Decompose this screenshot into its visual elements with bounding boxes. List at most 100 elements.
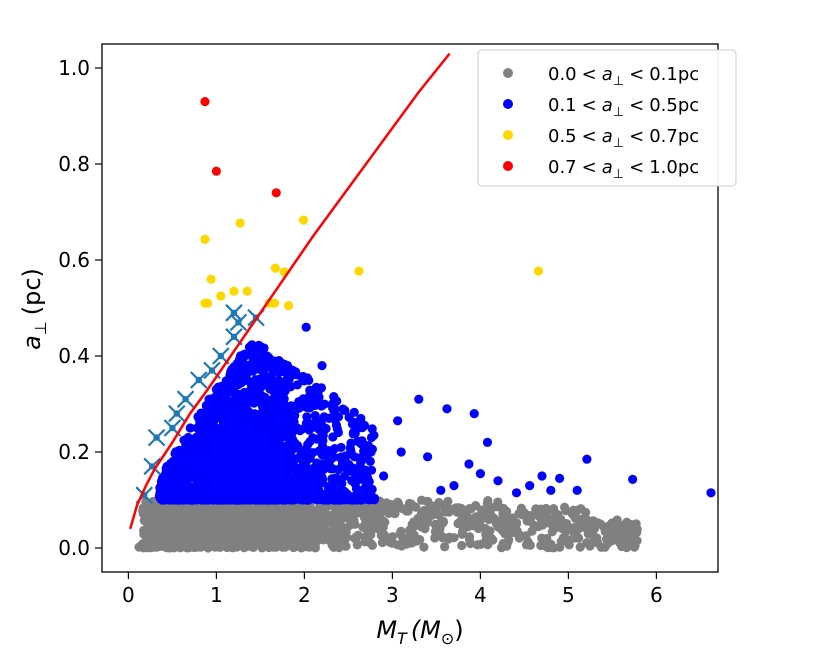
- gray-point: [173, 540, 183, 551]
- gray-point: [179, 527, 189, 538]
- blue-point: [336, 442, 346, 453]
- gray-point: [157, 525, 168, 535]
- gold-point: [200, 234, 210, 244]
- blue-point: [360, 472, 370, 483]
- gray-point: [504, 535, 514, 545]
- blue-point: [290, 410, 300, 421]
- blue-point: [207, 486, 217, 496]
- gray-point: [332, 526, 342, 536]
- legend-label-gray: 0.0 < a⊥ <0.1pc: [548, 64, 699, 89]
- gray-point: [550, 523, 560, 533]
- blue-point: [243, 348, 253, 358]
- blue-points-layer: [154, 322, 716, 505]
- gold-point: [354, 266, 364, 276]
- gray-point: [171, 505, 181, 515]
- gray-point: [266, 518, 276, 529]
- gray-point: [624, 524, 635, 535]
- blue-point: [274, 384, 285, 394]
- x-tick-label: 4: [474, 583, 487, 607]
- blue-point: [295, 426, 305, 436]
- blue-point: [179, 494, 189, 505]
- blue-point: [317, 361, 327, 371]
- cross-marker-center: [230, 333, 238, 340]
- gray-point: [361, 533, 371, 544]
- gray-point: [327, 540, 337, 550]
- red-curve: [129, 52, 451, 530]
- y-tick-label: 1.0: [58, 56, 90, 80]
- blue-point: [572, 485, 582, 495]
- blue-point: [195, 447, 205, 457]
- cross-marker: [229, 313, 248, 332]
- gray-point: [244, 539, 254, 549]
- blue-point: [280, 417, 290, 428]
- x-tick-label: 1: [210, 583, 223, 607]
- blue-point: [253, 348, 263, 358]
- gold-point: [533, 266, 544, 276]
- gray-point: [310, 543, 320, 553]
- gray-point: [405, 502, 415, 512]
- red-point: [200, 97, 210, 107]
- gray-point: [442, 499, 452, 509]
- blue-point: [227, 364, 237, 374]
- blue-point: [246, 486, 256, 497]
- blue-point: [160, 470, 170, 481]
- blue-point: [339, 486, 349, 496]
- gray-point: [472, 540, 482, 550]
- blue-point: [207, 463, 217, 473]
- gray-point: [257, 543, 267, 553]
- blue-point: [219, 457, 229, 467]
- blue-point: [555, 473, 565, 483]
- blue-point: [315, 471, 325, 482]
- gray-point: [307, 528, 317, 538]
- blue-point: [163, 488, 173, 498]
- blue-point: [254, 358, 264, 368]
- gray-point: [387, 538, 397, 548]
- blue-point: [268, 395, 279, 405]
- blue-point: [235, 452, 245, 462]
- gray-point: [420, 524, 430, 534]
- gray-point: [500, 507, 510, 518]
- gray-point: [182, 543, 192, 553]
- blue-point: [252, 393, 262, 403]
- gray-point: [593, 538, 603, 548]
- gray-point: [149, 539, 159, 550]
- gray-point: [228, 541, 238, 551]
- blue-point: [222, 411, 232, 422]
- blue-point: [379, 471, 389, 481]
- blue-point: [230, 388, 241, 398]
- gold-point: [229, 286, 239, 296]
- gray-point: [201, 523, 211, 533]
- blue-point: [475, 469, 485, 479]
- blue-point: [234, 357, 245, 368]
- blue-point: [237, 397, 247, 407]
- blue-point: [202, 406, 212, 417]
- gray-point: [497, 515, 507, 525]
- blue-point: [396, 447, 406, 457]
- blue-point: [304, 375, 314, 386]
- legend-label-gold: 0.5 < a⊥ <0.7pc: [548, 126, 699, 151]
- blue-point: [185, 423, 195, 433]
- blue-point: [329, 407, 340, 417]
- gray-point: [482, 499, 492, 509]
- blue-point: [290, 486, 300, 496]
- blue-point: [208, 447, 218, 458]
- gray-point: [456, 516, 466, 526]
- gray-point: [430, 533, 440, 543]
- blue-point: [286, 434, 296, 444]
- blue-point: [265, 495, 276, 505]
- blue-point: [327, 447, 337, 457]
- gray-point: [339, 505, 349, 515]
- x-tick-label: 2: [298, 583, 311, 607]
- blue-point: [267, 379, 277, 389]
- blue-point: [159, 495, 169, 505]
- gray-point: [271, 537, 281, 548]
- blue-point: [235, 475, 245, 486]
- blue-point: [357, 436, 367, 446]
- blue-point: [272, 421, 283, 431]
- legend-label-blue: 0.1 < a⊥ <0.5pc: [548, 95, 699, 120]
- blue-point: [259, 437, 269, 447]
- x-tick-label: 0: [122, 583, 135, 607]
- gray-point: [559, 502, 570, 512]
- gray-point: [622, 517, 632, 527]
- blue-point: [244, 427, 254, 438]
